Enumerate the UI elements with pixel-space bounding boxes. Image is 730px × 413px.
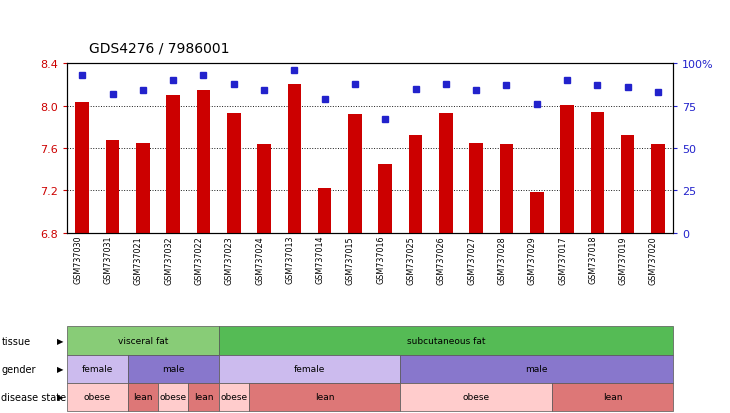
Text: GSM737029: GSM737029: [528, 235, 537, 284]
Text: GSM737021: GSM737021: [134, 235, 143, 284]
Text: GSM737013: GSM737013: [285, 235, 294, 284]
Bar: [166, 96, 180, 233]
Text: GSM737024: GSM737024: [255, 235, 264, 284]
Text: GSM737027: GSM737027: [467, 235, 476, 284]
Bar: [469, 143, 483, 233]
Bar: [530, 192, 544, 233]
Text: obese: obese: [220, 392, 247, 401]
Text: lean: lean: [193, 392, 213, 401]
Text: obese: obese: [463, 392, 490, 401]
Bar: [348, 115, 362, 233]
Text: GSM737020: GSM737020: [649, 235, 658, 284]
Bar: [560, 105, 574, 233]
Bar: [257, 145, 271, 233]
Text: visceral fat: visceral fat: [118, 336, 168, 345]
Text: GSM737015: GSM737015: [346, 235, 355, 284]
Text: GSM737016: GSM737016: [376, 235, 385, 284]
Text: male: male: [526, 364, 548, 373]
Text: ▶: ▶: [57, 392, 64, 401]
Text: tissue: tissue: [1, 336, 31, 346]
Text: disease state: disease state: [1, 392, 66, 402]
Text: lean: lean: [133, 392, 153, 401]
Text: female: female: [294, 364, 325, 373]
Bar: [288, 85, 301, 233]
Text: ▶: ▶: [57, 336, 64, 345]
Text: GSM737022: GSM737022: [194, 235, 204, 284]
Bar: [499, 145, 513, 233]
Text: obese: obese: [84, 392, 111, 401]
Text: obese: obese: [160, 392, 187, 401]
Bar: [227, 114, 241, 233]
Text: GSM737019: GSM737019: [618, 235, 628, 284]
Text: GSM737032: GSM737032: [164, 235, 173, 284]
Text: GSM737025: GSM737025: [407, 235, 415, 284]
Text: lean: lean: [315, 392, 334, 401]
Text: GDS4276 / 7986001: GDS4276 / 7986001: [89, 42, 229, 56]
Bar: [651, 145, 665, 233]
Text: GSM737026: GSM737026: [437, 235, 446, 284]
Bar: [620, 136, 634, 233]
Text: GSM737023: GSM737023: [225, 235, 234, 284]
Text: GSM737014: GSM737014: [315, 235, 325, 284]
Bar: [439, 114, 453, 233]
Text: gender: gender: [1, 364, 36, 374]
Text: GSM737031: GSM737031: [104, 235, 112, 284]
Bar: [409, 136, 423, 233]
Bar: [378, 164, 392, 233]
Text: GSM737018: GSM737018: [588, 235, 597, 284]
Bar: [318, 189, 331, 233]
Text: GSM737017: GSM737017: [558, 235, 567, 284]
Bar: [75, 103, 89, 233]
Text: subcutaneous fat: subcutaneous fat: [407, 336, 485, 345]
Text: female: female: [82, 364, 113, 373]
Text: ▶: ▶: [57, 364, 64, 373]
Bar: [106, 140, 120, 233]
Text: GSM737028: GSM737028: [497, 235, 507, 284]
Bar: [591, 113, 604, 233]
Bar: [136, 143, 150, 233]
Bar: [196, 90, 210, 233]
Text: lean: lean: [603, 392, 622, 401]
Text: GSM737030: GSM737030: [73, 235, 82, 284]
Text: male: male: [162, 364, 185, 373]
